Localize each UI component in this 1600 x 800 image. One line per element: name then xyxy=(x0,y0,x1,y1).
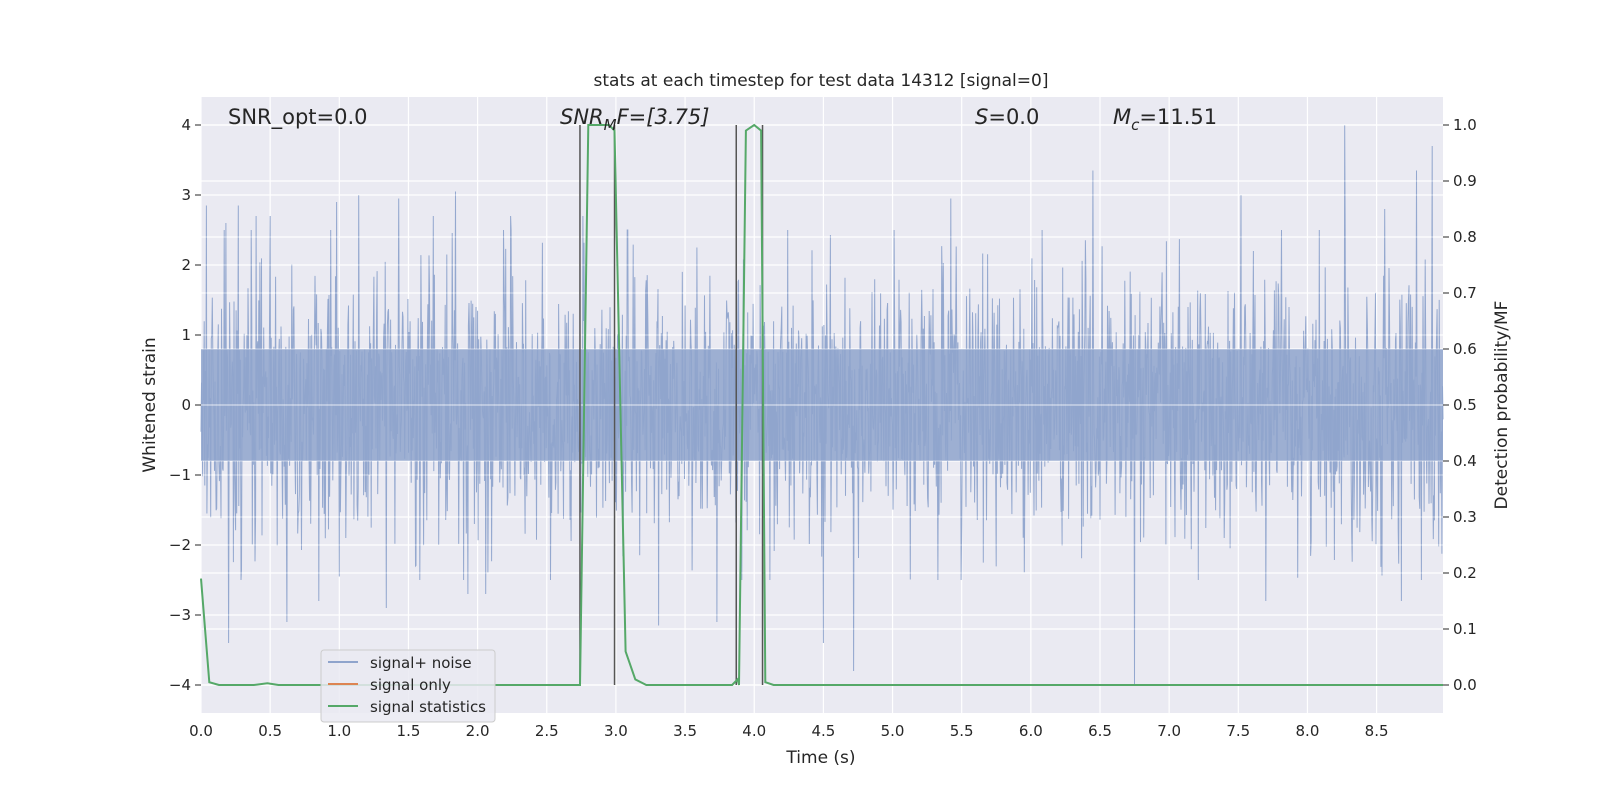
y2-tick-label: 0.9 xyxy=(1453,172,1477,190)
annotation-mc: Mc=11.51 xyxy=(1113,105,1217,134)
x-tick-label: 3.0 xyxy=(604,722,628,740)
y2-tick-label: 0.4 xyxy=(1453,452,1477,470)
y-axis-ticks: 4 3 2 1 0 −1 −2 −3 −4 xyxy=(169,116,201,694)
y2-tick-label: 0.5 xyxy=(1453,396,1477,414)
legend-box xyxy=(320,649,496,723)
x-tick-label: 2.5 xyxy=(535,722,559,740)
y-tick-label: 3 xyxy=(181,186,191,204)
y2-tick-label: 0.8 xyxy=(1453,228,1477,246)
y-tick-label: −4 xyxy=(169,676,191,694)
annotation-snr-mf: SNRMF=[3.75] xyxy=(560,105,709,134)
annotation-snr-mf-suffix: F=[3.75] xyxy=(617,105,710,129)
chart-title: stats at each timestep for test data 143… xyxy=(594,71,1049,91)
x-tick-label: 7.0 xyxy=(1157,722,1181,740)
annotation-mc-sub: c xyxy=(1131,116,1140,134)
y2-tick-label: 0.6 xyxy=(1453,340,1477,358)
x-tick-label: 4.5 xyxy=(811,722,835,740)
annotation-s-value: =0.0 xyxy=(988,105,1039,129)
y-tick-label: 1 xyxy=(181,326,191,344)
x-tick-label: 4.0 xyxy=(742,722,766,740)
x-tick-label: 2.0 xyxy=(466,722,490,740)
x-tick-label: 8.5 xyxy=(1365,722,1389,740)
x-tick-label: 5.5 xyxy=(950,722,974,740)
series-signal-statistics xyxy=(200,123,1443,686)
x-tick-label: 1.0 xyxy=(327,722,351,740)
y-tick-label: 2 xyxy=(181,256,191,274)
x-tick-label: 5.0 xyxy=(881,722,905,740)
y-tick-label: −2 xyxy=(169,536,191,554)
y2-tick-label: 0.7 xyxy=(1453,284,1477,302)
x-tick-label: 3.5 xyxy=(673,722,697,740)
annotation-mc-var: M xyxy=(1113,105,1131,129)
annotation-s: S=0.0 xyxy=(975,105,1039,129)
x-axis-label: Time (s) xyxy=(785,748,855,768)
x-tick-label: 1.5 xyxy=(397,722,421,740)
x-tick-label: 0.5 xyxy=(258,722,282,740)
x-tick-label: 8.0 xyxy=(1296,722,1320,740)
legend-label-signal-noise: signal+ noise xyxy=(370,654,472,672)
y2-axis-label: Detection probability/MF xyxy=(1492,301,1512,510)
statistics-line xyxy=(200,123,1443,686)
annotation-snr-mf-sub: M xyxy=(604,116,617,134)
x-tick-label: 6.0 xyxy=(1019,722,1043,740)
y2-tick-label: 0.2 xyxy=(1453,564,1477,582)
x-tick-label: 0.0 xyxy=(189,722,213,740)
y-axis-label: Whitened strain xyxy=(140,337,160,472)
x-tick-label: 7.5 xyxy=(1226,722,1250,740)
legend-label-signal-only: signal only xyxy=(370,676,451,694)
y-tick-label: −3 xyxy=(169,606,191,624)
annotation-s-var: S xyxy=(975,105,988,129)
y-tick-label: 4 xyxy=(181,116,191,134)
y2-tick-label: 0.0 xyxy=(1453,676,1477,694)
legend: signal+ noise signal only signal statist… xyxy=(320,649,496,723)
series-signal-noise xyxy=(200,124,1444,686)
x-tick-label: 6.5 xyxy=(1088,722,1112,740)
y-tick-label: 0 xyxy=(181,396,191,414)
y2-axis-ticks: 1.0 0.9 0.8 0.7 0.6 0.5 0.4 0.3 0.2 0.1 0.0 xyxy=(1443,116,1477,694)
y2-tick-label: 0.1 xyxy=(1453,620,1477,638)
annotation-snr-opt: SNR_opt=0.0 xyxy=(228,105,368,130)
y2-tick-label: 1.0 xyxy=(1453,116,1477,134)
annotation-mc-value: =11.51 xyxy=(1139,105,1217,129)
legend-label-signal-statistics: signal statistics xyxy=(370,698,486,716)
x-axis-ticks: 0.0 0.5 1.0 1.5 2.0 2.5 3.0 3.5 4.0 4.5 5.0 5.5 6.0 6… xyxy=(189,722,1388,740)
y2-tick-label: 0.3 xyxy=(1453,508,1477,526)
y-tick-label: −1 xyxy=(169,466,191,484)
annotation-snr-mf-prefix: SNR xyxy=(560,105,604,129)
